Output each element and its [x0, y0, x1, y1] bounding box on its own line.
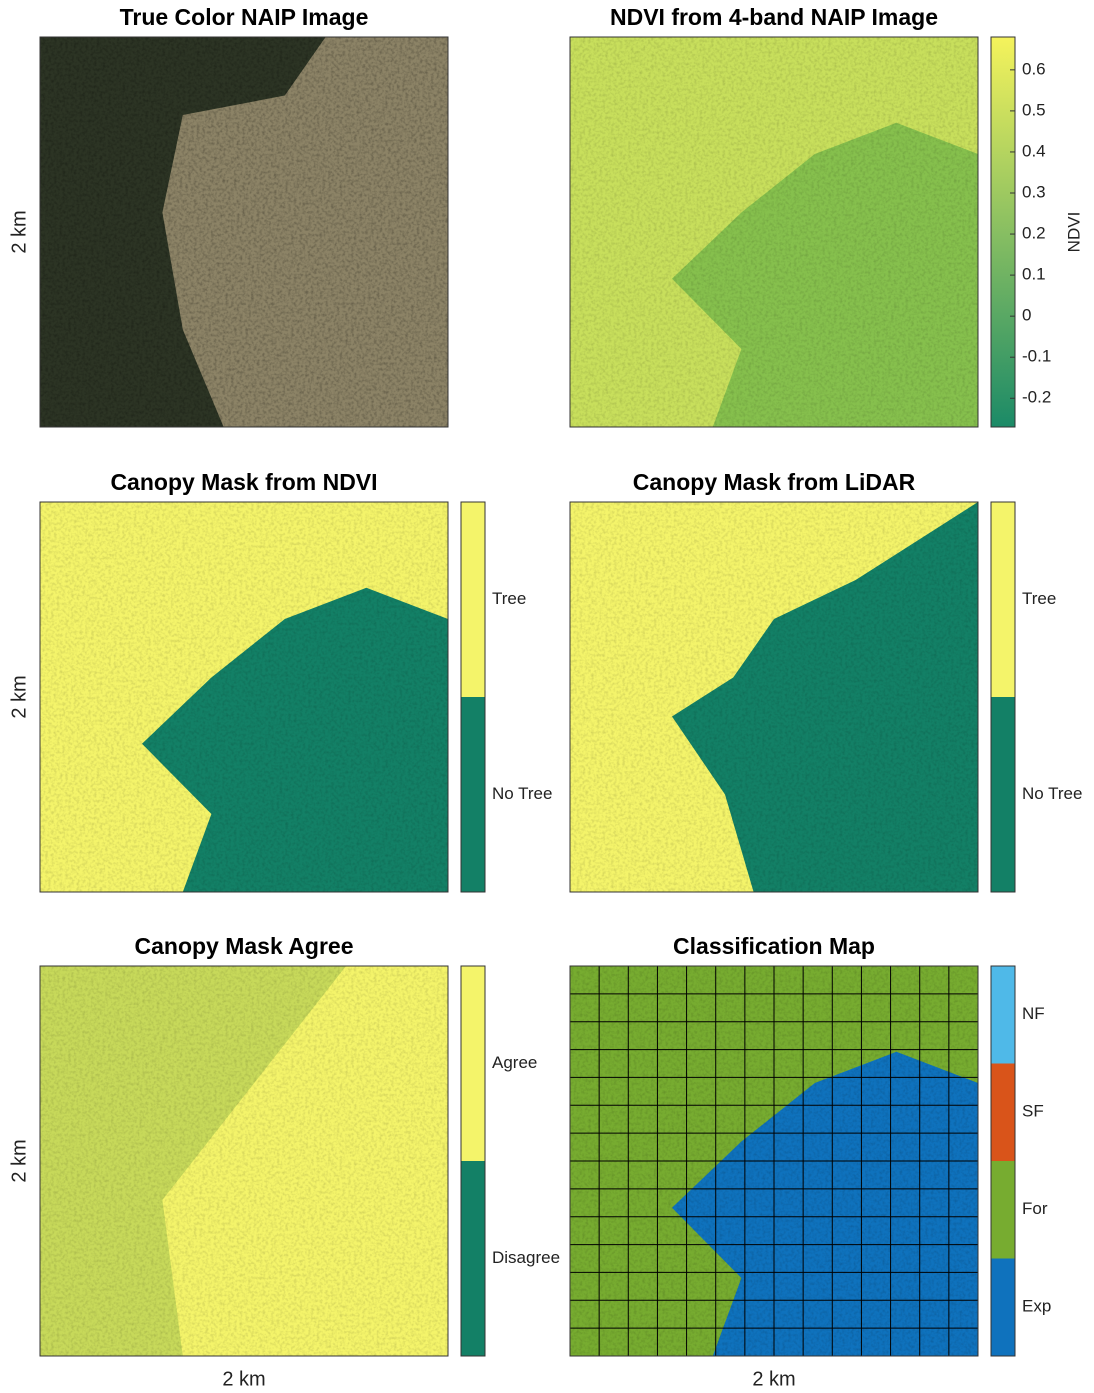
colorbar-title: NDVI: [1064, 212, 1083, 253]
image: [40, 966, 448, 1356]
colorbar-label: NF: [1022, 1004, 1045, 1023]
colorbar-tick-label: 0: [1022, 306, 1031, 325]
colorbar-label: No Tree: [1022, 784, 1082, 803]
panel-title: Classification Map: [673, 933, 875, 959]
colorbar-tick-label: 0.1: [1022, 265, 1046, 284]
figure: True Color NAIP Image 2 km NDVI from 4-ban…: [0, 0, 1094, 1393]
y-axis-label: 2 km: [8, 1139, 30, 1182]
colorbar-label: For: [1022, 1199, 1048, 1218]
image-texture: [40, 502, 448, 892]
colorbar-tick-label: 0.2: [1022, 224, 1046, 243]
colorbar-segment: [461, 697, 485, 892]
x-axis-label: 2 km: [752, 1368, 795, 1390]
colorbar-segment: [991, 1064, 1015, 1162]
colorbar-segment: [991, 966, 1015, 1064]
colorbar-label: Agree: [492, 1053, 537, 1072]
colorbar-label: Disagree: [492, 1248, 560, 1267]
image: [40, 502, 448, 892]
panel-title: Canopy Mask from NDVI: [110, 469, 377, 495]
colorbar-tick-label: 0.3: [1022, 182, 1046, 201]
panel-title: Canopy Mask from LiDAR: [633, 469, 916, 495]
colorbar-tick-label: 0.4: [1022, 141, 1046, 160]
image-texture: [570, 502, 978, 892]
colorbar-segment: [461, 1161, 485, 1356]
colorbar-segment: [991, 1259, 1015, 1357]
x-axis-label: 2 km: [222, 1368, 265, 1390]
y-axis-label: 2 km: [8, 675, 30, 718]
panel-title: Canopy Mask Agree: [135, 933, 354, 959]
colorbar-label: Tree: [1022, 589, 1056, 608]
colorbar-label: SF: [1022, 1102, 1044, 1121]
colorbar-label: No Tree: [492, 784, 552, 803]
colorbar: [991, 37, 1015, 427]
colorbar-segment: [461, 502, 485, 697]
colorbar-label: Tree: [492, 589, 526, 608]
colorbar-segment: [991, 1161, 1015, 1259]
y-axis-label: 2 km: [8, 210, 30, 253]
panel-title: NDVI from 4-band NAIP Image: [610, 4, 938, 30]
image: [570, 966, 978, 1356]
colorbar-label: Exp: [1022, 1297, 1051, 1316]
colorbar-segment: [461, 966, 485, 1161]
colorbar-segment: [991, 502, 1015, 697]
image-texture: [40, 37, 448, 427]
image: [570, 37, 978, 427]
image-texture: [40, 966, 448, 1356]
image-texture: [570, 37, 978, 427]
colorbar-tick-label: -0.2: [1022, 388, 1051, 407]
image: [40, 37, 448, 427]
panel-title: True Color NAIP Image: [120, 4, 369, 30]
colorbar-tick-label: 0.6: [1022, 59, 1046, 78]
colorbar-tick-label: -0.1: [1022, 347, 1051, 366]
colorbar-segment: [991, 697, 1015, 892]
colorbar-tick-label: 0.5: [1022, 100, 1046, 119]
image: [570, 502, 978, 892]
